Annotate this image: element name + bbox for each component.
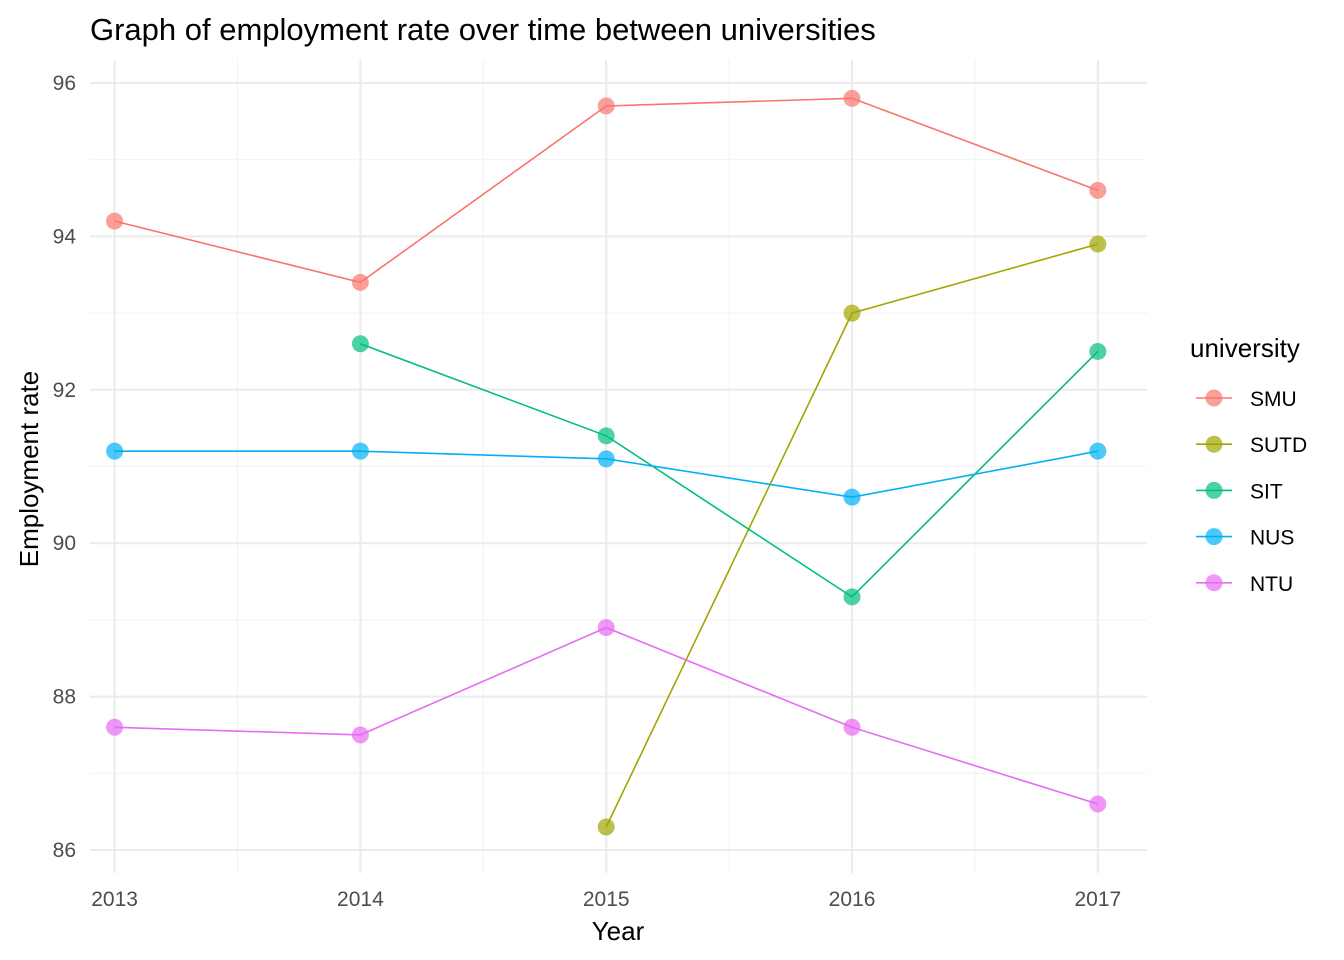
- data-point-ntu: [106, 718, 124, 736]
- x-tick-label: 2013: [91, 888, 138, 911]
- legend-key-point: [1205, 574, 1223, 592]
- y-tick-label: 94: [53, 225, 77, 248]
- legend-item-ntu: NTU: [1196, 573, 1293, 596]
- x-tick-label: 2016: [829, 888, 876, 911]
- legend-title: university: [1190, 333, 1300, 363]
- data-point-sit: [843, 588, 861, 606]
- data-point-ntu: [351, 726, 369, 744]
- data-point-sutd: [843, 304, 861, 322]
- legend-item-sit: SIT: [1196, 480, 1283, 503]
- y-tick-label: 92: [53, 379, 76, 402]
- legend-key-point: [1205, 389, 1223, 407]
- x-axis-ticks: 2013 2014 2015 2016 2017: [91, 888, 1121, 911]
- grid: [90, 60, 1147, 873]
- data-point-nus: [351, 442, 369, 460]
- y-tick-label: 88: [53, 686, 76, 709]
- x-axis-title: Year: [592, 916, 645, 946]
- legend-label: NUS: [1250, 527, 1294, 550]
- legend-key-point: [1205, 481, 1223, 499]
- legend-label: SIT: [1250, 480, 1283, 503]
- data-point-nus: [843, 488, 861, 506]
- data-point-sit: [597, 427, 615, 445]
- data-point-smu: [1089, 181, 1107, 199]
- chart-title: Graph of employment rate over time betwe…: [90, 12, 876, 47]
- x-tick-label: 2014: [337, 888, 384, 911]
- legend-key-point: [1205, 528, 1223, 546]
- data-point-smu: [597, 97, 615, 115]
- data-point-nus: [1089, 442, 1107, 460]
- data-point-ntu: [597, 619, 615, 637]
- legend-item-smu: SMU: [1196, 388, 1297, 411]
- y-axis-ticks: 86 88 90 92 94 96: [53, 72, 77, 862]
- data-point-smu: [843, 89, 861, 107]
- legend-label: NTU: [1250, 573, 1293, 596]
- data-point-smu: [106, 212, 124, 230]
- x-tick-label: 2017: [1074, 888, 1121, 911]
- series-points: [106, 89, 1107, 836]
- data-point-nus: [106, 442, 124, 460]
- data-point-sutd: [1089, 235, 1107, 253]
- y-tick-label: 96: [53, 72, 76, 95]
- data-point-smu: [351, 273, 369, 291]
- x-tick-label: 2015: [583, 888, 630, 911]
- legend-key-point: [1205, 435, 1223, 453]
- y-axis-title: Employment rate: [14, 371, 44, 568]
- data-point-ntu: [843, 718, 861, 736]
- data-point-sit: [1089, 342, 1107, 360]
- data-point-sit: [351, 335, 369, 353]
- legend: SMU SUTD SIT NUS NTU: [1196, 388, 1307, 596]
- y-tick-label: 90: [53, 532, 76, 555]
- legend-item-sutd: SUTD: [1196, 434, 1307, 457]
- legend-item-nus: NUS: [1196, 527, 1294, 550]
- legend-label: SMU: [1250, 388, 1297, 411]
- data-point-sutd: [597, 818, 615, 836]
- legend-label: SUTD: [1250, 434, 1307, 457]
- data-point-nus: [597, 450, 615, 468]
- y-tick-label: 86: [53, 839, 76, 862]
- data-point-ntu: [1089, 795, 1107, 813]
